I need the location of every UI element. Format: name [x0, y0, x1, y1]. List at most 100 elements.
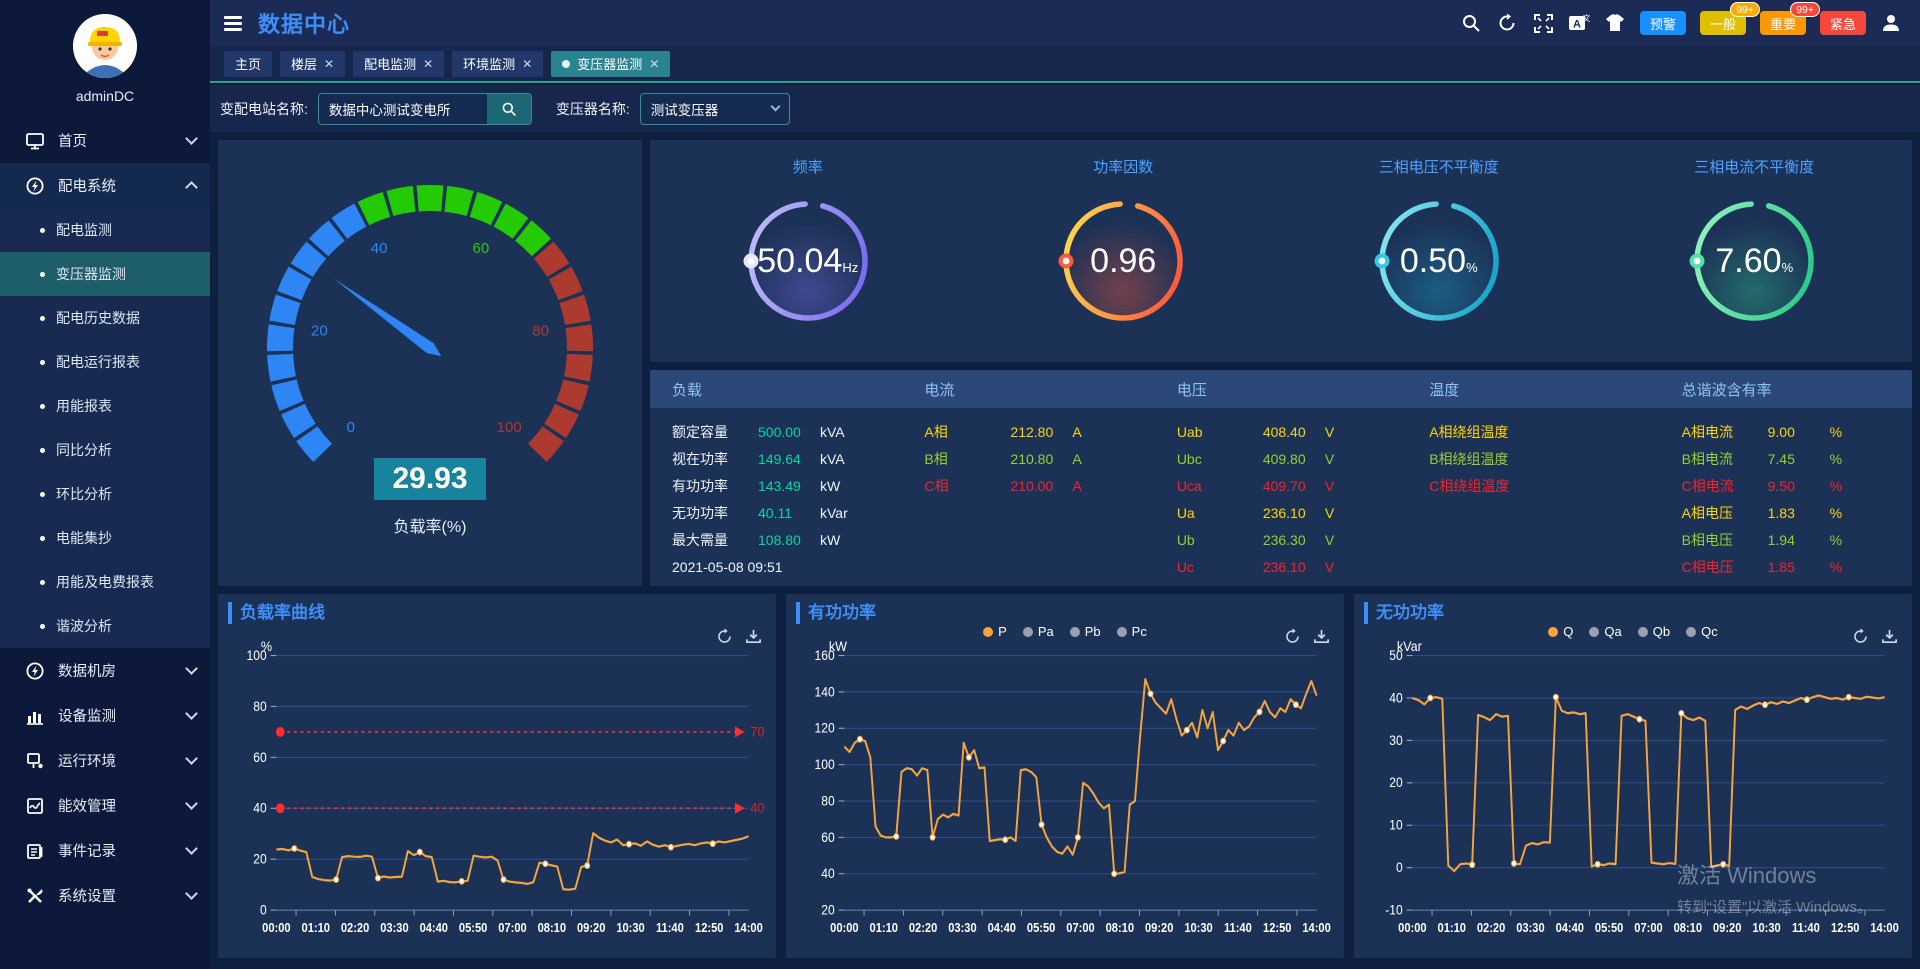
filter-bar: 变配电站名称: 变压器名称: 测试变压器 [210, 85, 1920, 132]
sidebar-item-7[interactable]: 系统设置 [0, 873, 210, 918]
tab-close-icon[interactable]: ✕ [522, 56, 533, 71]
chart-download-icon[interactable] [745, 628, 762, 645]
legend-item-Pa[interactable]: Pa [1022, 624, 1054, 639]
legend-item-Qc[interactable]: Qc [1686, 624, 1718, 639]
submenu-item-配电运行报表[interactable]: 配电运行报表 [0, 340, 210, 384]
sidebar-item-5[interactable]: 能效管理 [0, 783, 210, 828]
svg-text:12:50: 12:50 [695, 920, 724, 935]
svg-text:05:50: 05:50 [459, 920, 488, 935]
ring-value-number: 7.60 [1715, 241, 1782, 280]
svg-text:A: A [1573, 19, 1581, 31]
alarm-button-urgent[interactable]: 紧急 [1820, 11, 1866, 35]
svg-text:10: 10 [1389, 817, 1402, 833]
svg-text:80: 80 [821, 793, 834, 809]
tab-label: 主页 [235, 57, 262, 72]
chevron-down-icon [185, 662, 198, 675]
tab-close-icon[interactable]: ✕ [649, 56, 660, 71]
collapse-menu-icon[interactable] [224, 15, 242, 31]
svg-text:07:00: 07:00 [1066, 920, 1095, 935]
chart-refresh-icon[interactable] [1284, 628, 1301, 645]
legend-item-Q[interactable]: Q [1548, 624, 1573, 639]
table-cell-label: B相 [924, 450, 948, 467]
table-row: Uab 408.40 V [1177, 418, 1407, 445]
theme-skin-icon[interactable] [1604, 12, 1626, 34]
bullet-icon [40, 403, 45, 409]
alarm-button-important[interactable]: 重要 99+ [1760, 2, 1820, 35]
avatar[interactable] [73, 14, 137, 78]
tab-label: 配电监测 [364, 57, 417, 72]
bullet-icon [40, 447, 45, 453]
svg-text:%: % [261, 638, 272, 654]
legend-dot-icon [1589, 626, 1600, 637]
submenu-item-配电监测[interactable]: 配电监测 [0, 208, 210, 252]
sidebar-item-0[interactable]: 首页 [0, 118, 210, 163]
sidebar-item-1[interactable]: 配电系统 [0, 163, 210, 208]
ring-value-number: 0.50 [1399, 241, 1467, 280]
table-cell-value: 500.00 [758, 423, 801, 440]
chart-download-icon[interactable] [1313, 628, 1330, 645]
table-row: C相电流 9.50% [1682, 472, 1912, 499]
sidebar-item-label: 能效管理 [58, 799, 116, 815]
ring-gauge-title: 三相电流不平衡度 [1694, 159, 1815, 176]
transformer-label: 变压器名称: [555, 100, 630, 117]
table-header-负载: 负载 [672, 381, 703, 399]
chart-refresh-icon[interactable] [716, 628, 733, 645]
search-button[interactable] [486, 93, 531, 124]
alarm-button-general[interactable]: 一般 99+ [1700, 2, 1760, 35]
tab-主页[interactable]: 主页 [224, 50, 273, 77]
table-cell-value: 212.80 [1010, 423, 1054, 440]
tab-配电监测[interactable]: 配电监测 ✕ [353, 50, 445, 77]
legend-item-Qb[interactable]: Qb [1637, 624, 1670, 639]
svg-text:03:30: 03:30 [380, 920, 409, 935]
sidebar-item-4[interactable]: 运行环境 [0, 738, 210, 783]
submenu-item-配电历史数据[interactable]: 配电历史数据 [0, 296, 210, 340]
submenu-item-电能集抄[interactable]: 电能集抄 [0, 516, 210, 560]
svg-text:kW: kW [829, 638, 847, 654]
legend-dot-icon [1022, 626, 1033, 637]
submenu-item-环比分析[interactable]: 环比分析 [0, 472, 210, 516]
alarm-button-warning[interactable]: 预警 [1640, 11, 1686, 35]
alarm-badge: 99+ [1730, 2, 1760, 17]
table-row: 2021-05-08 09:51 [672, 553, 902, 580]
legend-item-Pc[interactable]: Pc [1116, 624, 1147, 639]
submenu-item-同比分析[interactable]: 同比分析 [0, 428, 210, 472]
chart-refresh-icon[interactable] [1852, 628, 1869, 645]
svg-text:11:40: 11:40 [1792, 920, 1820, 935]
sidebar-item-3[interactable]: 设备监测 [0, 693, 210, 738]
bullet-icon [40, 359, 45, 365]
svg-text:20: 20 [1389, 774, 1402, 790]
legend-item-P[interactable]: P [983, 624, 1007, 639]
user-profile-icon[interactable] [1880, 12, 1902, 34]
home-monitor-icon [26, 132, 46, 150]
chart-download-icon[interactable] [1881, 628, 1898, 645]
tab-变压器监测[interactable]: 变压器监测 ✕ [551, 50, 671, 77]
sidebar-item-label: 运行环境 [58, 754, 116, 770]
table-header-温度: 温度 [1429, 381, 1460, 399]
tab-close-icon[interactable]: ✕ [423, 56, 434, 71]
table-cell-label: B相绕组温度 [1429, 450, 1509, 467]
fullscreen-icon[interactable] [1532, 12, 1554, 34]
transformer-select[interactable]: 测试变压器 [639, 92, 790, 125]
station-input[interactable] [318, 93, 487, 124]
submenu-item-用能及电费报表[interactable]: 用能及电费报表 [0, 560, 210, 604]
bullet-icon [40, 535, 45, 541]
legend-item-Pb[interactable]: Pb [1069, 624, 1101, 639]
tab-楼层[interactable]: 楼层 ✕ [280, 50, 346, 77]
bullet-icon [40, 271, 45, 277]
svg-text:02:20: 02:20 [341, 920, 370, 935]
search-icon[interactable] [1460, 12, 1482, 34]
table-cell-value: 1.85 [1767, 558, 1795, 575]
table-row: Uc 236.10 V [1177, 553, 1407, 580]
tab-环境监测[interactable]: 环境监测 ✕ [452, 50, 544, 77]
submenu-item-用能报表[interactable]: 用能报表 [0, 384, 210, 428]
sidebar-item-2[interactable]: 数据机房 [0, 648, 210, 693]
tab-close-icon[interactable]: ✕ [324, 56, 335, 71]
submenu-item-谐波分析[interactable]: 谐波分析 [0, 604, 210, 648]
legend-dot-icon [1637, 626, 1648, 637]
legend-item-Qa[interactable]: Qa [1589, 624, 1622, 639]
submenu-item-变压器监测[interactable]: 变压器监测 [0, 252, 210, 296]
chart-legend: P Pa Pb Pc [786, 624, 1344, 639]
sidebar-item-6[interactable]: 事件记录 [0, 828, 210, 873]
refresh-icon[interactable] [1496, 12, 1518, 34]
